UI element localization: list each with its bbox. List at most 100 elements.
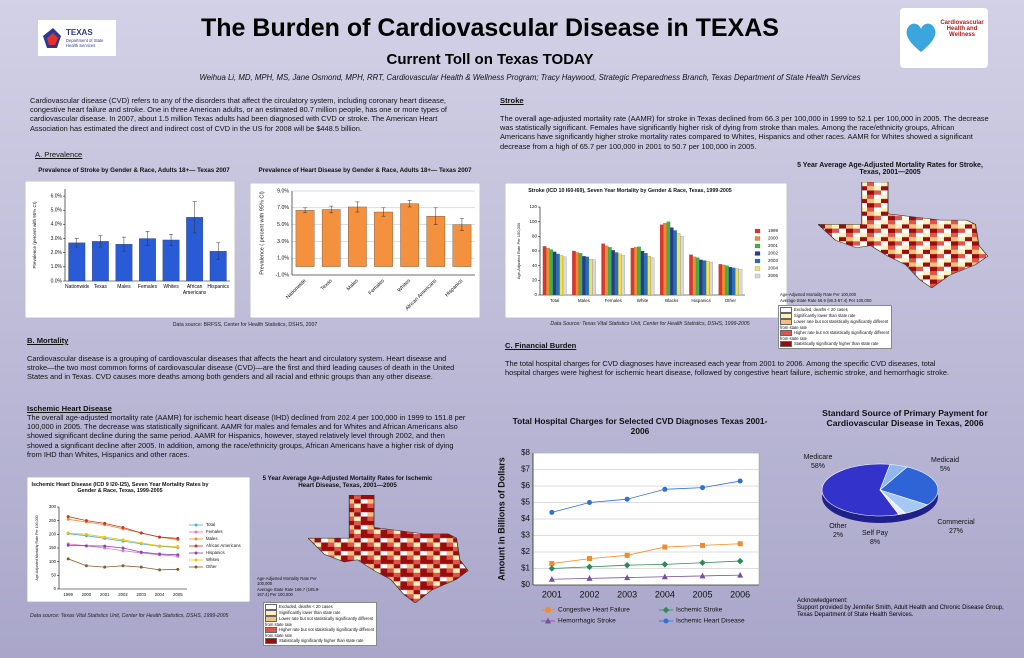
source: Data source: BRFSS, Center for Health St…	[172, 322, 318, 328]
x-tick-label: 2005	[173, 592, 183, 597]
y-axis-label: Prevalence ( percent with 95% CI)	[259, 191, 265, 275]
legend-label: 2000	[768, 236, 779, 241]
marker	[103, 535, 107, 539]
bar	[721, 264, 726, 296]
slice-label: Other	[829, 523, 847, 530]
y-tick-label: 120	[529, 204, 537, 209]
legend-label: Congestive Heart Failure	[558, 607, 630, 614]
error-bar	[329, 205, 334, 214]
legend-label: Females	[206, 529, 222, 534]
error-bar	[121, 236, 126, 252]
texas-map	[308, 495, 469, 603]
bar	[702, 260, 707, 296]
x-tick-label-box: Nationwide	[65, 284, 89, 290]
x-tick-label: Males	[578, 298, 591, 303]
bar	[637, 246, 641, 296]
marker	[194, 530, 198, 534]
marker	[139, 541, 143, 545]
legend-swatch	[754, 273, 761, 279]
chart: 0 50 100 150 200 250 300 Age-Adjusted Mortality…	[27, 477, 250, 602]
slice-label: Commercial	[937, 519, 975, 526]
series-line	[551, 543, 741, 564]
y-tick-label: 40	[532, 263, 538, 268]
legend-swatch	[754, 243, 761, 249]
y-tick-label: 60	[532, 248, 538, 253]
bar	[572, 250, 576, 296]
marker	[84, 564, 88, 568]
marker	[158, 552, 162, 556]
slice-label: Medicaid	[931, 457, 959, 464]
bar	[546, 247, 550, 296]
legend-label: Total	[206, 522, 215, 527]
marker	[662, 486, 668, 492]
logo-right: Cardiovascular Health and Wellness	[900, 8, 988, 68]
acknowledgement-heading: Acknowledgement:	[797, 598, 848, 604]
error-bar	[433, 207, 438, 225]
x-tick-label: Hispanics	[207, 284, 230, 290]
bar	[725, 265, 729, 296]
slice-label: Self Pay	[862, 530, 889, 537]
legend-label: Hispanics	[206, 550, 225, 555]
marker	[586, 575, 593, 581]
legend-item: Higher rate but not statistically signif…	[780, 330, 890, 341]
bar	[601, 243, 605, 296]
y-tick-label: 20	[532, 278, 538, 283]
chart-title: Prevalence of Stroke by Gender & Race, A…	[38, 167, 230, 174]
legend-label: Other	[206, 564, 217, 569]
map-state-rate: Average State Rate 56.9 (56.3-57.4) Per …	[780, 298, 872, 303]
bar	[608, 247, 612, 296]
marker	[103, 521, 107, 525]
y-tick-label: 2.0%	[51, 250, 63, 256]
series-line	[551, 560, 741, 569]
bar	[588, 258, 593, 296]
bar	[542, 246, 547, 296]
legend-label: Lower rate but not statistically signifi…	[265, 616, 374, 627]
legend-label: Statistically significantly higher than …	[794, 341, 879, 347]
legend-swatch	[754, 266, 761, 271]
y-tick-label: $0	[521, 580, 530, 589]
legend-item: Excluded, deaths < 20 cases	[265, 604, 375, 610]
marker	[700, 485, 705, 491]
marker	[736, 557, 744, 565]
logo-name: TEXAS	[66, 28, 93, 37]
bar	[556, 253, 560, 296]
error-bar	[145, 231, 150, 246]
marker	[700, 542, 705, 548]
y-tick-label: $6	[521, 481, 530, 490]
bar	[348, 206, 367, 267]
legend-label: Lower rate but not statistically signifi…	[780, 319, 889, 330]
x-tick-label: 2004	[655, 589, 675, 599]
legend-label: 1999	[768, 228, 779, 233]
bar	[621, 255, 626, 296]
bar	[731, 267, 736, 296]
slice-value: 8%	[870, 539, 880, 546]
texas-map	[818, 182, 989, 288]
y-tick-label: 100	[49, 559, 57, 564]
x-tick-label: White	[637, 298, 649, 303]
error-bar	[303, 207, 308, 214]
y-tick-label: $5	[521, 498, 530, 507]
bar	[630, 247, 635, 296]
legend-label: Ischemic Stroke	[676, 607, 723, 614]
heart-icon	[906, 23, 936, 52]
marker	[194, 551, 198, 555]
bar	[552, 251, 557, 296]
bar	[162, 239, 180, 282]
bar	[695, 257, 700, 296]
y-axis-label: Age-Adjusted Rate Per 100,000	[516, 222, 521, 279]
x-tick-label: Females	[137, 284, 158, 290]
error-bar	[459, 218, 464, 231]
legend-swatch	[754, 251, 761, 256]
marker	[699, 572, 706, 579]
y-tick-label: 250	[49, 518, 57, 523]
marker	[194, 523, 198, 527]
chart: 0 20 40 60 80 100 120 Age-Adjusted Rate Per 100…	[505, 183, 787, 318]
legend-label: 2001	[768, 243, 779, 248]
error-bar	[216, 242, 221, 261]
y-axis-label: Prevalence (percent with 95% CI)	[32, 201, 37, 269]
slice-value: 58%	[811, 463, 825, 470]
bar	[659, 224, 664, 296]
bar	[735, 268, 739, 296]
x-tick-label: 2002	[118, 592, 128, 597]
marker	[624, 552, 630, 558]
